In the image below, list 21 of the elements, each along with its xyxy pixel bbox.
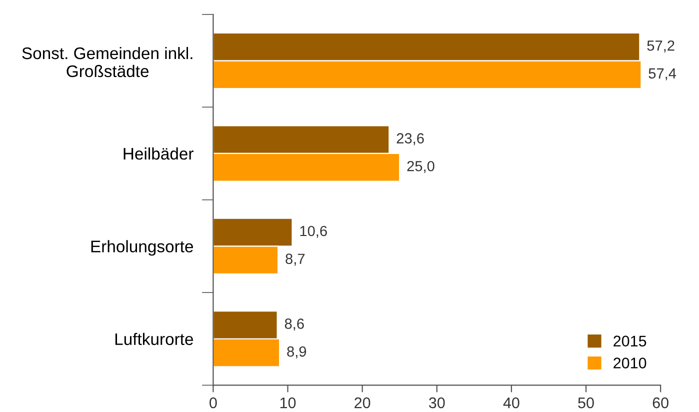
data-label: 8,6	[284, 318, 304, 331]
x-tick-label: 30	[428, 397, 445, 408]
y-tick-label: Luftkurorte	[115, 332, 194, 346]
x-tick-label: 20	[354, 397, 370, 408]
y-tick-label: Erholungsorte	[91, 240, 194, 256]
legend-label: 2015	[614, 336, 646, 346]
data-label: 8,9	[287, 346, 306, 358]
x-tick-label: 0	[210, 397, 217, 408]
data-label: 25,0	[407, 160, 434, 174]
x-tick-label: 10	[280, 397, 296, 408]
data-label: 57,2	[647, 40, 674, 52]
y-tick-label: Heilbäder	[124, 147, 194, 160]
data-label: 23,6	[396, 133, 424, 146]
y-tick-label: Sonst. Gemeinden inkl. Großstädte	[22, 46, 192, 78]
x-tick-label: 50	[578, 397, 594, 408]
data-label: 8,7	[286, 254, 305, 266]
x-tick-label: 40	[503, 397, 520, 408]
legend-label: 2010	[614, 358, 646, 368]
data-label: 57,4	[648, 68, 676, 80]
x-tick-label: 60	[652, 397, 668, 408]
data-label: 10,6	[300, 226, 327, 238]
